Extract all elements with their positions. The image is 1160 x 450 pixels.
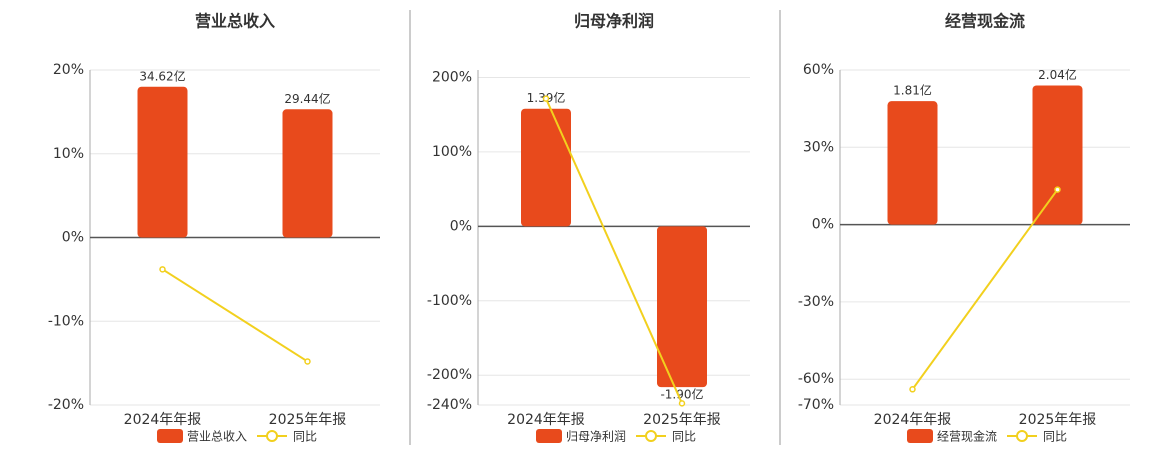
- line-point: [304, 358, 311, 365]
- legend-swatch: [157, 429, 183, 443]
- x-tick-label: 2025年年报: [269, 412, 347, 428]
- y-tick-label: -200%: [427, 367, 472, 383]
- y-tick-label: 30%: [803, 139, 834, 155]
- y-tick-label: 10%: [53, 146, 84, 162]
- x-tick-label: 2024年年报: [124, 412, 202, 428]
- chart-title: 归母净利润: [574, 12, 654, 31]
- y-tick-label: -20%: [48, 397, 84, 413]
- legend-label: 营业总收入: [187, 430, 247, 444]
- y-tick-label: 0%: [812, 217, 834, 233]
- x-tick-label: 2025年年报: [643, 412, 721, 428]
- bar: [137, 86, 188, 238]
- legend-label: 同比: [672, 430, 696, 444]
- y-tick-label: 60%: [803, 62, 834, 78]
- chart-title: 经营现金流: [945, 12, 1025, 31]
- line: [911, 188, 1059, 390]
- line: [545, 98, 683, 404]
- line: [161, 268, 309, 363]
- y-tick-label: 20%: [53, 62, 84, 78]
- bar: [521, 108, 571, 227]
- y-tick-label: -30%: [798, 294, 834, 310]
- y-tick-label: 0%: [62, 230, 84, 246]
- x-tick-label: 2025年年报: [1019, 412, 1097, 428]
- x-tick-label: 2024年年报: [874, 412, 952, 428]
- y-tick-label: 0%: [450, 218, 472, 234]
- legend-swatch: [907, 429, 933, 443]
- legend-label: 同比: [293, 430, 317, 444]
- line-point: [1054, 186, 1061, 193]
- y-tick-label: -240%: [427, 397, 472, 413]
- line-point: [678, 400, 686, 407]
- value-label: 34.62亿: [139, 68, 185, 83]
- legend-label: 同比: [1043, 430, 1067, 444]
- legend-marker: [1016, 430, 1028, 442]
- value-label: 1.81亿: [893, 83, 932, 98]
- legend-swatch: [536, 429, 562, 443]
- value-label: 2.04亿: [1038, 67, 1077, 82]
- y-tick-label: 100%: [432, 144, 472, 160]
- line-point: [542, 95, 550, 102]
- value-label: 29.44亿: [284, 91, 330, 106]
- x-tick-label: 2024年年报: [507, 412, 585, 428]
- y-tick-label: -60%: [798, 371, 834, 387]
- value-label: -1.90亿: [660, 387, 703, 402]
- bar: [1032, 85, 1083, 225]
- legend-marker: [266, 430, 278, 442]
- chart-title: 营业总收入: [195, 12, 275, 31]
- y-tick-label: -10%: [48, 313, 84, 329]
- line-point: [909, 386, 916, 393]
- legend-label: 归母净利润: [566, 430, 626, 444]
- bar: [282, 109, 333, 238]
- y-tick-label: 200%: [432, 69, 472, 85]
- y-tick-label: -70%: [798, 397, 834, 413]
- bar: [657, 226, 707, 388]
- legend-marker: [645, 430, 657, 442]
- y-tick-label: -100%: [427, 293, 472, 309]
- line-point: [159, 266, 166, 273]
- bar: [887, 101, 938, 225]
- legend-label: 经营现金流: [937, 429, 997, 444]
